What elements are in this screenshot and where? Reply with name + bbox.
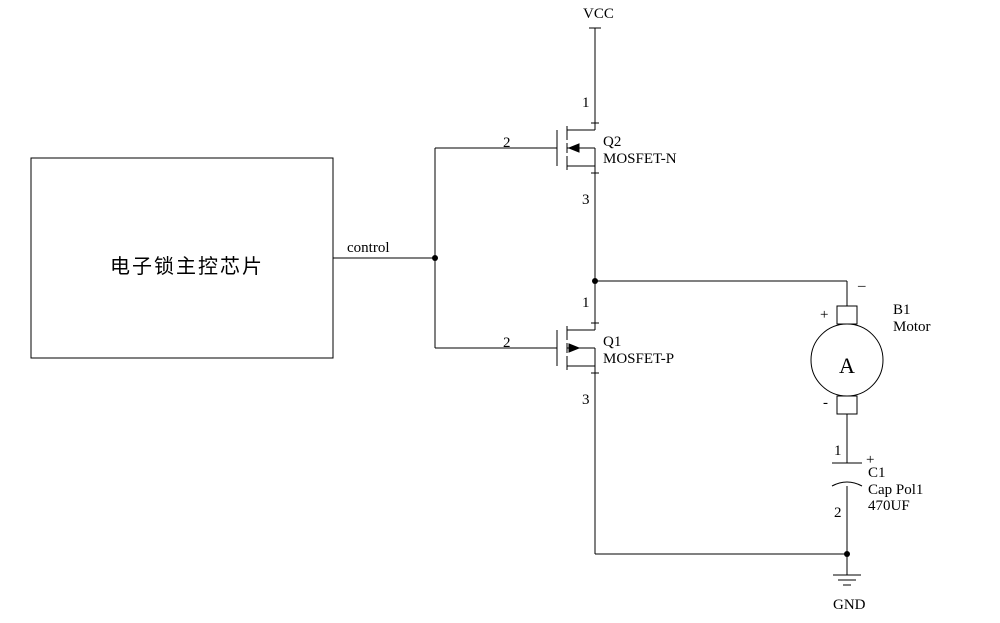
- q1-pin1: 1: [582, 295, 590, 312]
- control-label: control: [347, 240, 390, 257]
- motor-pin-top: –: [858, 278, 866, 295]
- q2-pin2: 2: [503, 135, 511, 152]
- cap-pin2: 2: [834, 505, 842, 522]
- motor-minus: -: [823, 395, 828, 412]
- q2-type: MOSFET-N: [603, 151, 677, 168]
- q1-type: MOSFET-P: [603, 351, 674, 368]
- cap-ref: C1: [868, 465, 886, 482]
- q2-ref: Q2: [603, 134, 621, 151]
- motor-plus: +: [820, 307, 828, 324]
- gnd-label: GND: [833, 597, 866, 614]
- cap-value: 470UF: [868, 498, 910, 515]
- schematic-canvas: 电子锁主控芯片 control VCC GND 1 2 3 Q2 MOSFET-…: [0, 0, 1000, 623]
- cap-pin1: 1: [834, 443, 842, 460]
- vcc-label: VCC: [583, 6, 614, 23]
- motor-ref: B1: [893, 302, 911, 319]
- schematic-svg: [0, 0, 1000, 623]
- q1-ref: Q1: [603, 334, 621, 351]
- motor-glyph: A: [839, 353, 855, 379]
- q1-pin2: 2: [503, 335, 511, 352]
- chip-label: 电子锁主控芯片: [110, 250, 264, 279]
- q2-pin1: 1: [582, 95, 590, 112]
- motor-type: Motor: [893, 319, 931, 336]
- cap-type: Cap Pol1: [868, 482, 923, 499]
- q2-pin3: 3: [582, 192, 590, 209]
- q1-pin3: 3: [582, 392, 590, 409]
